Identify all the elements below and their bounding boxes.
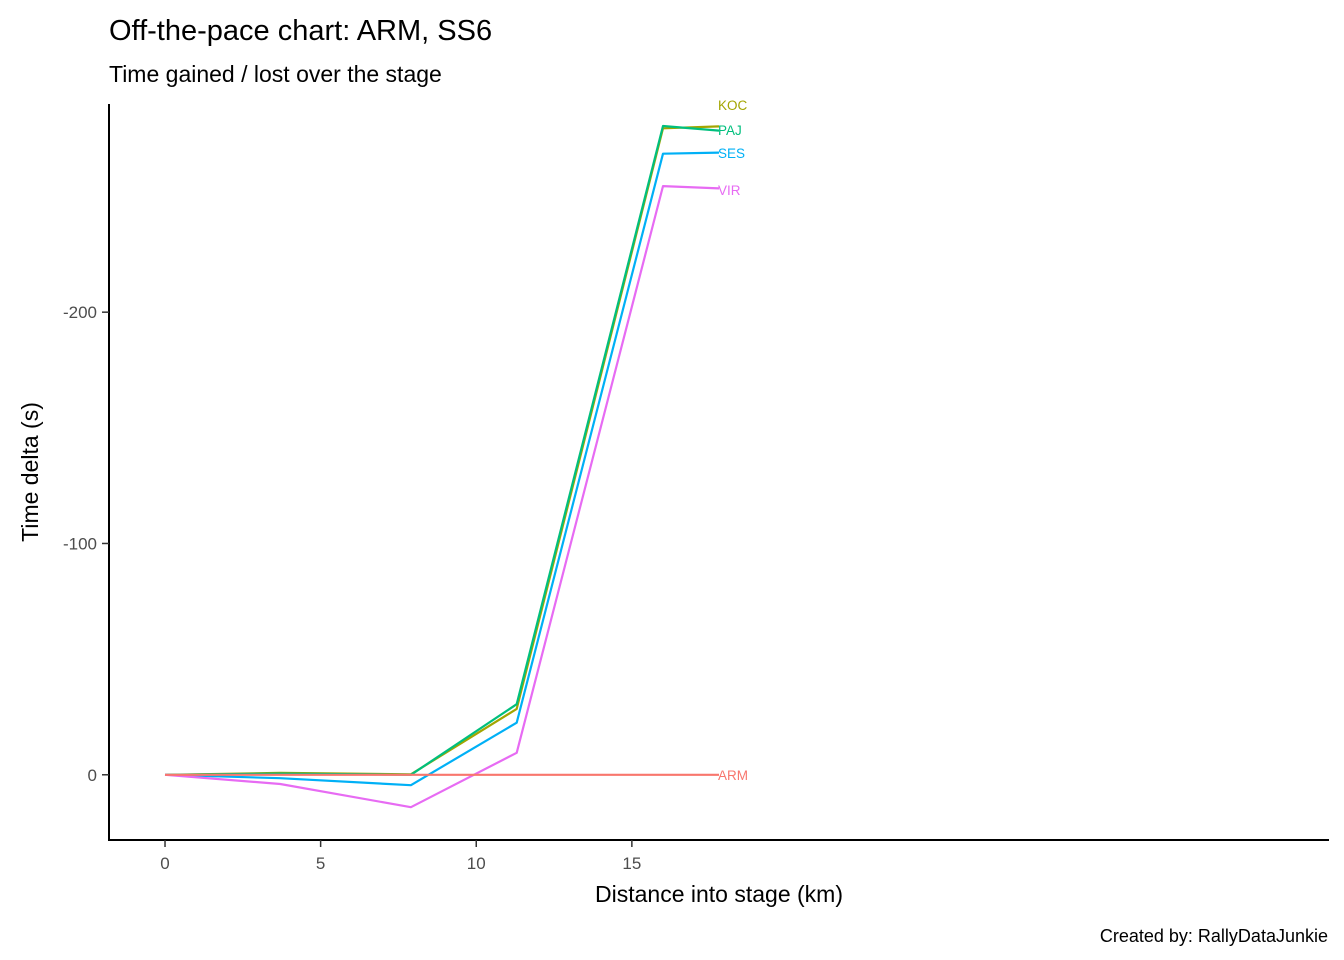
- end-label-ses: SES: [718, 146, 745, 161]
- chart-subtitle: Time gained / lost over the stage: [109, 61, 442, 87]
- end-label-arm: ARM: [718, 768, 748, 783]
- y-axis-label: Time delta (s): [17, 402, 43, 542]
- x-axis-ticks: 0 5 10 15: [160, 840, 641, 873]
- chart-title: Off-the-pace chart: ARM, SS6: [109, 15, 492, 47]
- y-axis-ticks: 0 -100 -200: [63, 303, 109, 785]
- end-label-layer: KOC PAJ SES VIR ARM: [718, 98, 748, 783]
- end-label-paj: PAJ: [718, 123, 742, 138]
- x-tick-label-0: 0: [160, 854, 169, 873]
- series-layer: [164, 124, 720, 809]
- x-axis-label: Distance into stage (km): [595, 881, 843, 907]
- y-tick-label-0: 0: [88, 766, 97, 785]
- end-label-vir: VIR: [718, 183, 741, 198]
- end-label-koc: KOC: [718, 98, 748, 113]
- chart-caption: Created by: RallyDataJunkie: [1100, 926, 1328, 946]
- series-line-paj: [164, 124, 720, 776]
- series-line-koc: [164, 125, 720, 776]
- series-line-vir: [164, 185, 720, 809]
- x-tick-label-5: 5: [316, 854, 325, 873]
- y-tick-label--200: -200: [63, 303, 97, 322]
- x-tick-label-15: 15: [622, 854, 641, 873]
- x-tick-label-10: 10: [467, 854, 486, 873]
- y-tick-label--100: -100: [63, 534, 97, 553]
- series-line-ses: [164, 151, 720, 787]
